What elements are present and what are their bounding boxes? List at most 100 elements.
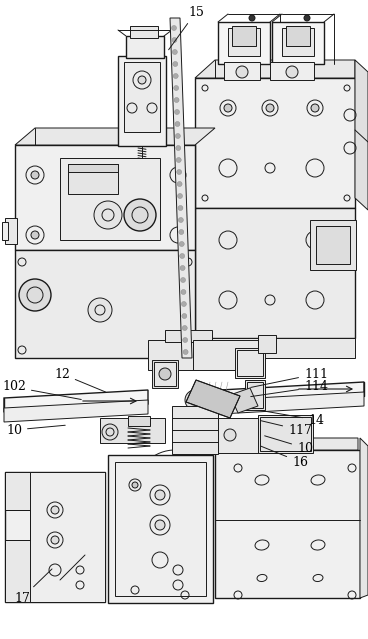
Circle shape: [182, 325, 187, 330]
Circle shape: [88, 298, 112, 322]
Polygon shape: [4, 400, 148, 422]
Bar: [215, 418, 295, 453]
Bar: [5, 472, 31, 510]
Circle shape: [236, 66, 248, 78]
Circle shape: [176, 134, 180, 139]
Circle shape: [224, 104, 232, 112]
Circle shape: [31, 171, 39, 179]
Bar: [195, 208, 355, 338]
Circle shape: [183, 350, 188, 355]
Bar: [195, 338, 355, 358]
Circle shape: [155, 520, 165, 530]
Circle shape: [102, 424, 118, 440]
Circle shape: [51, 536, 59, 544]
Text: 114: 114: [251, 380, 328, 397]
Bar: [247, 382, 263, 408]
Circle shape: [132, 482, 138, 488]
Polygon shape: [215, 438, 358, 450]
Bar: [224, 62, 260, 80]
Bar: [215, 450, 360, 598]
Bar: [237, 350, 263, 376]
Text: 12: 12: [54, 367, 106, 392]
Text: 117: 117: [261, 420, 312, 436]
Text: 102: 102: [2, 380, 81, 399]
Bar: [60, 158, 160, 240]
Polygon shape: [4, 390, 148, 412]
Text: 16: 16: [261, 446, 308, 468]
Bar: [228, 28, 260, 56]
Circle shape: [179, 242, 184, 247]
Circle shape: [177, 181, 182, 187]
Circle shape: [176, 146, 181, 151]
Bar: [260, 417, 311, 451]
Circle shape: [177, 194, 183, 199]
Circle shape: [286, 66, 298, 78]
Circle shape: [181, 289, 186, 295]
Bar: [310, 220, 356, 270]
Bar: [68, 164, 118, 172]
Polygon shape: [220, 382, 364, 404]
Circle shape: [172, 38, 177, 43]
Circle shape: [19, 279, 51, 311]
Bar: [316, 226, 350, 264]
Bar: [190, 330, 212, 342]
Text: 17: 17: [14, 569, 52, 604]
Bar: [272, 22, 324, 64]
Polygon shape: [220, 392, 364, 414]
Polygon shape: [230, 388, 258, 413]
Bar: [154, 362, 176, 386]
Circle shape: [174, 98, 179, 102]
Circle shape: [181, 302, 186, 307]
Text: 15: 15: [169, 6, 204, 50]
Circle shape: [224, 429, 236, 441]
Text: 14: 14: [261, 410, 324, 426]
Circle shape: [155, 490, 165, 500]
Bar: [218, 22, 270, 64]
Bar: [258, 415, 313, 453]
Bar: [2, 222, 8, 240]
Bar: [126, 36, 164, 58]
Bar: [172, 406, 218, 454]
Bar: [15, 145, 195, 250]
Polygon shape: [186, 380, 240, 418]
Circle shape: [124, 199, 156, 231]
Text: 111: 111: [251, 367, 328, 387]
Circle shape: [249, 15, 255, 21]
Circle shape: [173, 61, 178, 66]
Circle shape: [181, 277, 185, 282]
Circle shape: [138, 76, 146, 84]
Circle shape: [177, 169, 182, 174]
Circle shape: [175, 121, 180, 127]
Bar: [15, 250, 195, 358]
Text: 10: 10: [265, 436, 313, 454]
Bar: [5, 472, 105, 602]
Bar: [195, 78, 355, 208]
Circle shape: [173, 73, 178, 79]
Circle shape: [171, 26, 177, 31]
Circle shape: [172, 49, 177, 54]
Circle shape: [94, 201, 122, 229]
Bar: [108, 455, 213, 603]
Bar: [245, 380, 265, 410]
Circle shape: [174, 109, 180, 114]
Bar: [5, 540, 31, 602]
Bar: [258, 335, 276, 353]
Bar: [193, 340, 258, 370]
Circle shape: [176, 157, 181, 162]
Bar: [124, 62, 160, 132]
Bar: [30, 472, 105, 602]
Circle shape: [159, 368, 171, 380]
Circle shape: [182, 314, 187, 318]
Bar: [270, 62, 314, 80]
Bar: [272, 22, 324, 64]
Polygon shape: [195, 60, 355, 78]
Circle shape: [311, 104, 319, 112]
Bar: [232, 26, 256, 46]
Polygon shape: [15, 128, 215, 145]
Circle shape: [183, 337, 188, 343]
Bar: [152, 360, 178, 388]
Bar: [148, 340, 198, 370]
Circle shape: [178, 206, 183, 210]
Bar: [286, 26, 310, 46]
Circle shape: [179, 229, 184, 235]
